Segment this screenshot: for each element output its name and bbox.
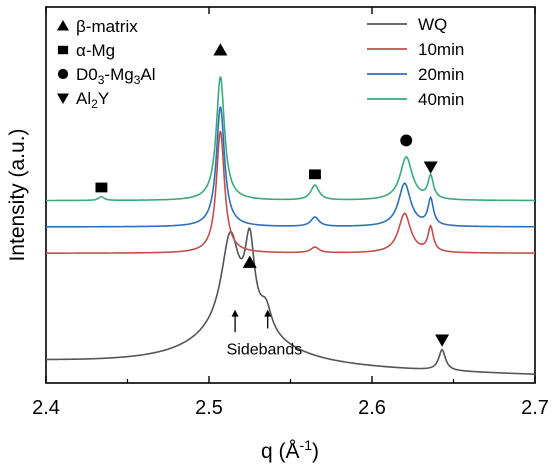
phase-marker-triangle-up bbox=[242, 255, 257, 268]
legend-label-40min: 40min bbox=[418, 90, 464, 109]
x-tick-label: 2.7 bbox=[521, 397, 549, 419]
phase-legend-symbol-square bbox=[57, 45, 69, 55]
series-layer bbox=[45, 76, 536, 375]
series-line-40min bbox=[45, 76, 535, 202]
phase-marker-triangle-up bbox=[213, 43, 228, 56]
phase-legend-label: β-matrix bbox=[76, 17, 138, 36]
series-line-wq bbox=[45, 227, 536, 375]
x-axis-title-close: ) bbox=[312, 440, 319, 463]
annotation-label: Sidebands bbox=[227, 341, 303, 358]
series-legend: WQ 10min 20min 40min bbox=[367, 15, 464, 109]
phase-marker-square bbox=[309, 169, 321, 180]
phase-legend-symbol-triangle-up bbox=[57, 20, 69, 31]
phase-legend-label: D03-Mg3Al bbox=[76, 65, 156, 87]
x-tick-label: 2.6 bbox=[358, 397, 386, 419]
phase-marker-triangle-down bbox=[423, 161, 438, 174]
phase-legend-label: α-Mg bbox=[76, 41, 115, 60]
x-axis-title: q (Å-1) bbox=[261, 437, 319, 463]
annotation-layer: Sidebands bbox=[227, 309, 303, 358]
phase-marker-triangle-down bbox=[435, 334, 450, 347]
phase-legend-symbol-circle bbox=[57, 68, 69, 80]
phase-marker-circle bbox=[400, 134, 413, 147]
annotation-arrow-head bbox=[231, 309, 239, 317]
y-axis-title: Intensity (a.u.) bbox=[6, 128, 29, 261]
legend-label-wq: WQ bbox=[418, 15, 447, 34]
annotation-arrow-head bbox=[264, 309, 272, 317]
plot-frame bbox=[45, 6, 536, 384]
x-axis-ticks: 2.4 2.5 2.6 2.7 bbox=[32, 7, 549, 419]
legend-label-10min: 10min bbox=[418, 40, 464, 59]
phase-legend-symbol-triangle-down bbox=[57, 93, 69, 104]
phase-legend-label: Al2Y bbox=[76, 89, 109, 111]
series-line-20min bbox=[46, 106, 535, 228]
legend-label-20min: 20min bbox=[418, 65, 464, 84]
x-axis-title-main: q (Å bbox=[261, 440, 300, 463]
series-line-10min bbox=[46, 130, 535, 254]
phase-marker-square bbox=[95, 182, 108, 193]
x-axis-title-sup: -1 bbox=[300, 437, 313, 453]
marker-layer bbox=[95, 43, 450, 347]
x-tick-label: 2.4 bbox=[32, 397, 60, 419]
x-tick-label: 2.5 bbox=[195, 397, 223, 419]
